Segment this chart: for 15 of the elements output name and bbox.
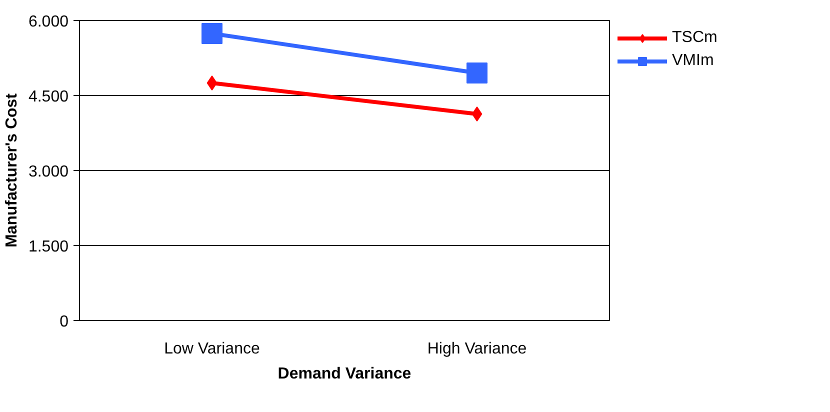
x-tick-label: Low Variance — [164, 340, 260, 358]
x-axis-title: Demand Variance — [278, 366, 412, 382]
y-tick-label: 4.500 — [28, 88, 69, 106]
point — [202, 23, 222, 44]
y-tick-label: 0 — [60, 314, 69, 330]
y-axis-title: Manufacturer's Cost — [3, 92, 20, 248]
y-tick-label: 6.000 — [28, 14, 69, 30]
point — [472, 106, 482, 122]
y-tick-label: 3.000 — [28, 164, 69, 180]
y-tick-label: 1.500 — [28, 238, 69, 256]
x-tick-label: High Variance — [427, 340, 527, 358]
legend-label: TSCm — [672, 29, 718, 47]
point — [206, 76, 218, 90]
legend-label: VMIm — [672, 52, 714, 70]
point — [466, 62, 488, 84]
